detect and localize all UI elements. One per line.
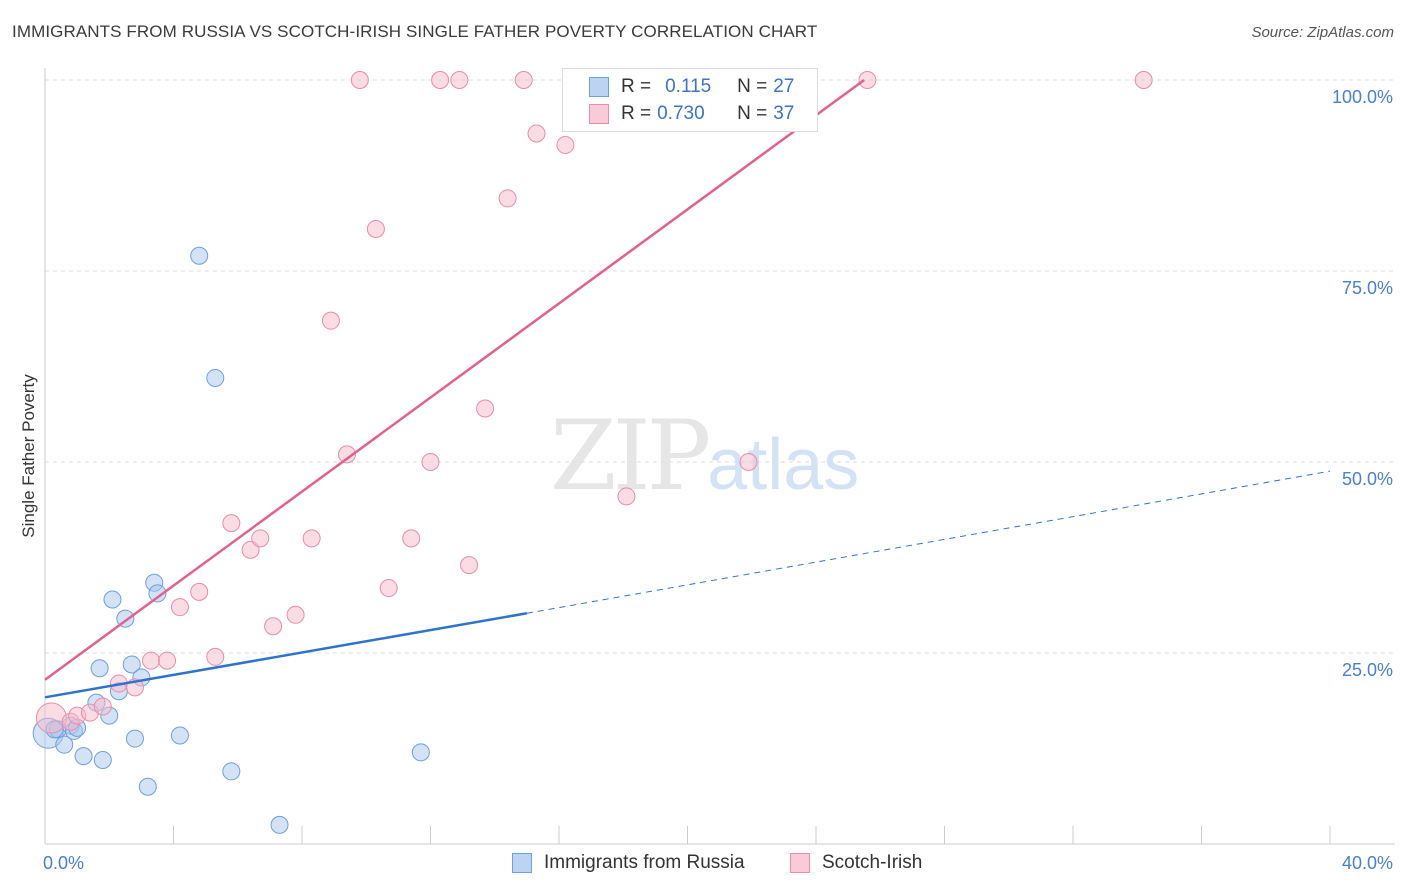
watermark-atlas: atlas [707,425,860,505]
scotch-irish-point [286,605,305,624]
scotch-irish-point [379,579,398,598]
series-label-russia: Immigrants from Russia [544,852,745,873]
y-tick-label: 75.0% [1342,278,1393,298]
russia-point [206,368,225,387]
legend-r-label: R = [621,103,652,124]
legend-swatch-russia [589,77,609,97]
chart-title: IMMIGRANTS FROM RUSSIA VS SCOTCH-IRISH S… [12,22,818,41]
russia-point [125,729,144,748]
scotch-irish-point [190,582,209,601]
scotch-irish-point [321,311,340,330]
russia-point [138,777,157,796]
legend-row-russia: R = 0.115 N = 27 [589,75,794,99]
russia-point [190,246,209,265]
legend-n-value: 27 [773,76,795,97]
scotch-irish-point [421,453,440,471]
series-legend-russia[interactable]: Immigrants from Russia [512,852,745,874]
scotch-irish-point [222,514,241,533]
russia-trend-extension [526,470,1331,614]
series-swatch-russia [512,853,532,873]
scotch-irish-point [431,71,450,89]
russia-point [74,747,93,766]
correlation-legend: R = 0.115 N = 27 R = 0.730 N = 37 [562,68,818,132]
scotch-irish-point [158,651,177,670]
scotch-irish-point [1134,71,1153,89]
scotch-irish-point [337,445,356,464]
scotch-irish-point [170,598,189,617]
scotch-irish-point [556,135,575,154]
scotch-irish-point [35,702,67,734]
scotch-irish-point [350,71,369,89]
series-swatch-scotch-irish [790,853,810,873]
russia-point [270,815,289,834]
source-label: Source: ZipAtlas.com [1251,24,1394,41]
scotch-irish-point [514,71,533,89]
scotch-irish-point [241,540,260,559]
series-legend-scotch-irish[interactable]: Scotch-Irish [790,852,922,874]
scotch-irish-point [206,647,225,666]
scotch-irish-point [264,617,283,636]
legend-row-scotch-irish: R = 0.730 N = 37 [589,102,794,126]
scotch-irish-point [739,453,758,471]
scotch-irish-point [498,189,517,208]
legend-r-value: 0.730 [657,103,705,124]
russia-point [55,735,74,754]
legend-r-value: 0.115 [665,76,712,97]
scotch-irish-point [142,651,161,670]
y-tick-label: 25.0% [1342,660,1393,680]
scotch-irish-point [617,487,636,506]
y-tick-label: 50.0% [1342,469,1393,489]
russia-point [103,590,122,609]
scotch-irish-point [450,71,469,89]
russia-point [148,584,167,603]
russia-trend-line [44,612,528,699]
russia-point [411,743,430,762]
legend-n-label: N = [737,76,768,97]
russia-point [170,726,189,745]
scotch-irish-trend-line [44,78,865,681]
scotch-irish-point [402,529,421,548]
scotch-irish-point [476,399,495,418]
scotch-irish-point [858,71,877,89]
scotch-irish-point [366,219,385,238]
legend-r-label: R = [621,76,652,97]
russia-point [90,659,109,678]
y-axis-label: Single Father Poverty [19,374,38,538]
scotch-irish-point [93,697,112,716]
legend-n-value: 37 [773,103,795,124]
scotch-irish-point [527,124,546,143]
scotch-irish-point [251,529,270,548]
russia-point [93,750,112,769]
legend-swatch-scotch-irish [589,104,609,124]
russia-point [222,762,241,781]
x-tick-label: 0.0% [43,853,84,873]
scotch-irish-point [460,556,479,575]
scotch-irish-point [302,529,321,548]
series-legend: Immigrants from Russia Scotch-Irish [0,852,1406,878]
series-label-scotch-irish: Scotch-Irish [822,852,923,873]
y-tick-label: 100.0% [1332,87,1393,107]
legend-n-label: N = [737,103,768,124]
x-tick-label: 40.0% [1342,853,1393,873]
russia-point [122,655,141,674]
